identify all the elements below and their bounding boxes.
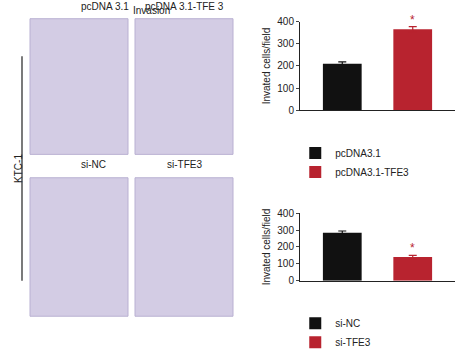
svg-text:*: * [410,241,415,255]
svg-text:Invated cells/field: Invated cells/field [261,209,272,286]
svg-text:pcDNA3.1: pcDNA3.1 [335,148,381,159]
svg-text:pcDNA 3.1: pcDNA 3.1 [81,1,129,12]
svg-text:100: 100 [277,83,294,94]
svg-text:400: 400 [277,16,294,27]
svg-text:200: 200 [277,60,294,71]
svg-text:si-NC: si-NC [335,318,360,329]
svg-text:Invated cells/field: Invated cells/field [261,28,272,105]
svg-text:pcDNA3.1-TFE3: pcDNA3.1-TFE3 [335,167,409,178]
svg-text:200: 200 [277,241,294,252]
svg-text:400: 400 [277,208,294,219]
svg-text:Invasion: Invasion [133,5,170,16]
svg-text:KTC-1: KTC-1 [13,154,24,183]
svg-text:pcDNA 3.1-TFE 3: pcDNA 3.1-TFE 3 [145,1,224,12]
svg-text:si-TFE3: si-TFE3 [167,159,202,170]
svg-text:si-NC: si-NC [81,159,106,170]
svg-text:*: * [410,13,415,27]
svg-text:300: 300 [277,38,294,49]
svg-text:0: 0 [288,105,294,116]
svg-text:si-TFE3: si-TFE3 [335,337,370,348]
svg-text:100: 100 [277,258,294,269]
svg-text:0: 0 [288,275,294,286]
svg-text:300: 300 [277,225,294,236]
